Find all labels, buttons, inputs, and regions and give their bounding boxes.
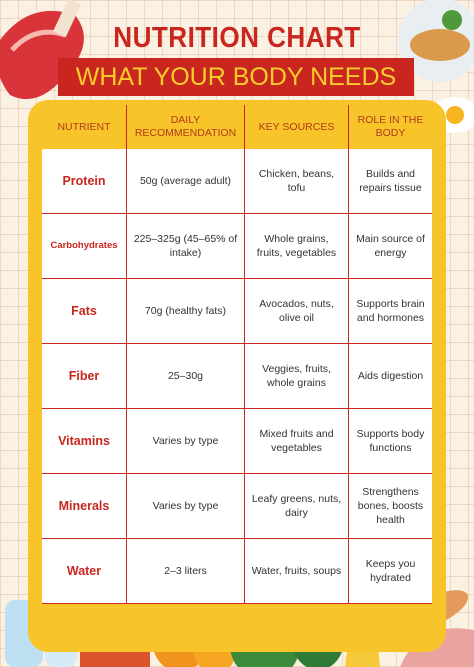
table-cell: Mixed fruits and vegetables xyxy=(244,409,348,474)
nutrient-name: Water xyxy=(42,539,126,604)
table-cell: Whole grains, fruits, vegetables xyxy=(244,214,348,279)
table-cell: Main source of energy xyxy=(348,214,432,279)
table-cell: Supports brain and hormones xyxy=(348,279,432,344)
column-header: NUTRIENT xyxy=(57,120,111,133)
nutrient-name: Vitamins xyxy=(42,409,126,474)
table-cell: Water, fruits, soups xyxy=(244,539,348,604)
table-cell: 50g (average adult) xyxy=(126,149,244,214)
table-cell: Builds and repairs tissue xyxy=(348,149,432,214)
nutrient-name: Carbohydrates xyxy=(42,214,126,279)
table-cell: 25–30g xyxy=(126,344,244,409)
table-cell: 225–325g (45–65% of intake) xyxy=(126,214,244,279)
table-cell: 2–3 liters xyxy=(126,539,244,604)
title: NUTRITION CHART xyxy=(113,22,361,54)
column-header: ROLE IN THE BODY xyxy=(348,105,432,149)
table-cell: 70g (healthy fats) xyxy=(126,279,244,344)
nutrition-table: NUTRIENT DAILY RECOMMENDATION KEY SOURCES R… xyxy=(42,105,432,604)
table-cell: Keeps you hydrated xyxy=(348,539,432,604)
table-cell: Varies by type xyxy=(126,474,244,539)
table-cell: Supports body functions xyxy=(348,409,432,474)
nutrient-name: Fats xyxy=(42,279,126,344)
table-cell: Leafy greens, nuts, dairy xyxy=(244,474,348,539)
column-header: KEY SOURCES xyxy=(244,105,348,149)
table-cell: Varies by type xyxy=(126,409,244,474)
table-cell: Chicken, beans, tofu xyxy=(244,149,348,214)
table-cell: Strengthens bones, boosts health xyxy=(348,474,432,539)
table-cell: Aids digestion xyxy=(348,344,432,409)
table-cell: Veggies, fruits, whole grains xyxy=(244,344,348,409)
table-cell: Avocados, nuts, olive oil xyxy=(244,279,348,344)
column-header: DAILY RECOMMENDATION xyxy=(126,105,244,149)
nutrient-name: Fiber xyxy=(42,344,126,409)
nutrient-name: Minerals xyxy=(42,474,126,539)
nutrient-name: Protein xyxy=(42,149,126,214)
subtitle-banner: WHAT YOUR BODY NEEDS xyxy=(58,58,414,96)
